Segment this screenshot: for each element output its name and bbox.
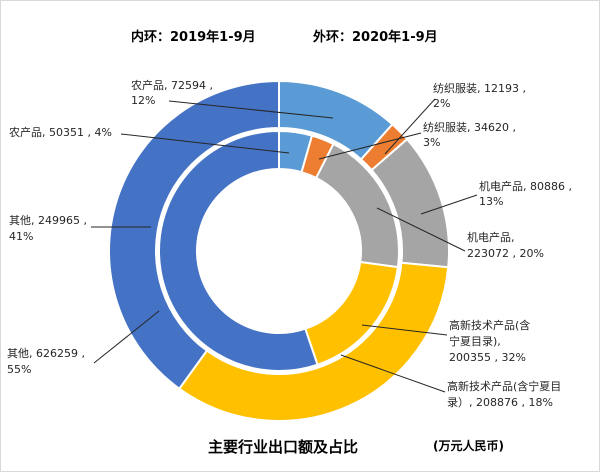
outer-ring-data-label-hitech: 高新技术产品(含宁夏目录）, 208876 , 18%: [447, 379, 561, 409]
inner-ring-leader-line-agri: [120, 133, 290, 154]
inner-ring-data-label-line: 农产品, 50351 , 4%: [9, 125, 112, 139]
outer-ring-period-label: 外环：2020年1-9月: [312, 29, 438, 45]
inner-ring-period-label: 内环：2019年1-9月: [131, 29, 256, 45]
outer-ring-data-label-electro: 机电产品, 80886 , 13%: [479, 179, 572, 208]
outer-ring-leader-line-electro: [420, 194, 478, 215]
inner-ring-data-label-line: 纺织服装, 34620 ,: [423, 120, 516, 134]
outer-ring-data-label-line: 12%: [131, 94, 155, 107]
outer-ring-leader-line-hitech: [340, 354, 446, 393]
inner-ring: [158, 129, 400, 372]
chart-unit: (万元人民币): [433, 438, 504, 453]
inner-ring-data-label-line: 高新技术产品(含: [449, 318, 530, 332]
outer-ring-data-label-line: 纺织服装, 12193 ,: [433, 81, 526, 95]
outer-ring-data-label-line: 机电产品, 80886 ,: [479, 179, 572, 193]
outer-ring-data-label-agri: 农产品, 72594 , 12%: [131, 78, 213, 107]
chart-title: 主要行业出口额及占比: [208, 438, 358, 456]
inner-ring-data-label-agri: 农产品, 50351 , 4%: [9, 125, 112, 139]
outer-ring-data-label-line: 录）, 208876 , 18%: [447, 396, 553, 409]
outer-ring-data-label-textile: 纺织服装, 12193 , 2%: [433, 81, 526, 110]
outer-ring-data-label-line: 其他, 249965 ,: [9, 214, 87, 227]
outer-ring-leader-line-agri: [168, 100, 334, 119]
outer-ring-slice-hitech: [177, 261, 450, 422]
inner-ring-leader-line-hitech: [361, 324, 448, 336]
inner-ring-leader-line-textile: [318, 132, 422, 160]
outer-ring-data-label-line: 农产品, 72594 ,: [131, 78, 213, 92]
inner-ring-data-label-line: 其他, 626259 ,: [7, 347, 85, 360]
outer-ring-slice-other: [108, 79, 280, 391]
inner-ring-slice-other: [158, 129, 319, 372]
outer-ring-data-label-line: 高新技术产品(含宁夏目: [447, 379, 561, 393]
inner-ring-data-label-line: 223072 , 20%: [467, 247, 544, 260]
inner-ring-data-label-line: 3%: [423, 136, 440, 149]
leader-lines: [91, 98, 478, 393]
inner-ring-data-label-line: 200355 , 32%: [449, 351, 526, 364]
inner-ring-data-label-line: 宁夏目录),: [449, 334, 501, 348]
inner-ring-data-label-hitech: 高新技术产品(含宁夏目录), 200355 , 32%: [449, 318, 530, 364]
inner-ring-leader-line-electro: [376, 207, 466, 252]
outer-ring-data-label-line: 2%: [433, 97, 450, 110]
inner-ring-data-label-electro: 机电产品, 223072 , 20%: [467, 230, 544, 260]
inner-ring-data-label-other: 其他, 626259 , 55%: [7, 347, 85, 376]
inner-ring-data-label-line: 55%: [7, 363, 31, 376]
data-labels: 农产品, 72594 , 12% 纺织服装, 12193 , 2% 机电产品, 8088…: [7, 78, 572, 409]
inner-ring-data-label-line: 机电产品,: [467, 230, 515, 244]
outer-ring: [108, 79, 450, 422]
outer-ring-data-label-line: 41%: [9, 230, 33, 243]
inner-ring-data-label-textile: 纺织服装, 34620 , 3%: [423, 120, 516, 149]
outer-ring-data-label-other: 其他, 249965 , 41%: [9, 214, 87, 243]
inner-ring-leader-line-other: [93, 310, 160, 364]
outer-ring-leader-line-textile: [384, 98, 436, 155]
outer-ring-data-label-line: 13%: [479, 195, 503, 208]
